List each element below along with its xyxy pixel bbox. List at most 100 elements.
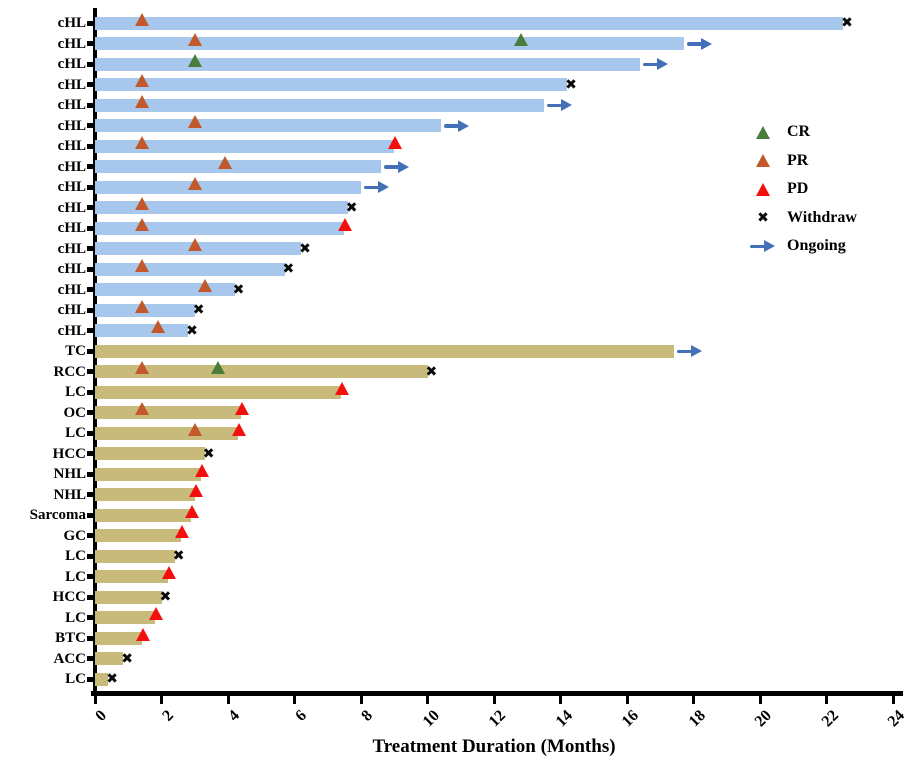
pr-marker-icon	[134, 258, 149, 272]
x-tick-label: 6	[291, 707, 310, 725]
category-label: HCC	[52, 589, 86, 605]
category-label: cHL	[57, 117, 86, 134]
swimmer-bar	[95, 283, 235, 296]
category-label: cHL	[57, 281, 86, 298]
y-tick	[87, 410, 93, 415]
x-tick	[492, 695, 496, 704]
y-tick	[87, 143, 93, 149]
withdraw-icon: ✖	[299, 240, 311, 257]
x-axis-line	[91, 691, 903, 696]
x-tick-label: 22	[818, 707, 842, 731]
y-tick	[87, 41, 93, 46]
legend-item-pd: PD	[748, 175, 857, 204]
y-tick	[87, 307, 93, 313]
swimmer-bar	[95, 180, 361, 194]
swimmer-bar	[95, 139, 395, 153]
category-label: LC	[65, 425, 86, 441]
swimmer-bar	[95, 201, 348, 214]
y-tick	[87, 164, 93, 169]
pd-triangle-icon	[748, 182, 778, 196]
ongoing-arrow-icon	[364, 181, 390, 193]
withdraw-icon: ✖	[172, 548, 185, 564]
legend-item-pr: PR	[748, 147, 857, 176]
x-tick	[93, 695, 97, 704]
swimmer-bar	[95, 406, 242, 419]
legend: CR PR PD ✖ Withdraw Ongoing	[748, 118, 857, 261]
pr-marker-icon	[217, 156, 232, 169]
y-tick	[87, 656, 93, 661]
pd-marker-icon	[188, 484, 203, 497]
pr-marker-icon	[187, 176, 202, 190]
pd-marker-icon	[162, 566, 177, 579]
category-label: HCC	[52, 445, 86, 462]
category-label: NHL	[53, 466, 86, 482]
y-tick	[87, 492, 93, 497]
category-label: cHL	[57, 179, 86, 195]
y-tick	[87, 574, 93, 579]
swimmer-bar	[95, 488, 195, 501]
y-tick	[87, 348, 93, 354]
pr-marker-icon	[187, 115, 202, 128]
y-tick	[87, 533, 93, 538]
pr-marker-icon	[187, 422, 202, 436]
swimmer-bar	[95, 508, 192, 522]
pr-marker-icon	[197, 279, 212, 292]
pd-marker-icon	[195, 463, 210, 477]
pr-marker-icon	[134, 402, 149, 415]
cr-marker-icon	[187, 53, 202, 67]
y-tick	[87, 102, 93, 108]
y-tick	[87, 328, 93, 333]
pr-marker-icon	[187, 238, 202, 251]
swimmer-bar	[95, 98, 544, 112]
withdraw-icon: ✖	[565, 76, 577, 93]
y-tick	[87, 635, 93, 641]
category-label: NHL	[53, 486, 86, 503]
ongoing-arrow-icon	[383, 160, 410, 173]
pr-marker-icon	[134, 361, 149, 374]
withdraw-icon: ✖	[192, 302, 205, 318]
y-tick	[87, 451, 93, 456]
ongoing-arrow-icon	[686, 37, 713, 50]
category-label: TC	[65, 343, 86, 359]
category-label: cHL	[57, 76, 86, 93]
category-label: Sarcoma	[29, 507, 86, 523]
category-label: cHL	[57, 56, 86, 72]
pr-marker-icon	[134, 12, 149, 26]
pr-marker-icon	[151, 320, 166, 333]
category-label: cHL	[57, 35, 86, 52]
withdraw-icon: ✖	[106, 671, 119, 687]
pr-marker-icon	[134, 135, 149, 149]
category-label: cHL	[57, 158, 86, 175]
legend-item-withdraw: ✖ Withdraw	[748, 204, 857, 233]
ongoing-arrow-icon	[676, 345, 703, 357]
swimmer-bar	[95, 16, 844, 30]
pd-marker-icon	[335, 381, 350, 395]
swimmer-bar	[95, 344, 674, 358]
category-label: RCC	[53, 363, 87, 380]
pr-marker-icon	[134, 217, 149, 231]
ongoing-arrow-icon	[443, 119, 470, 132]
pd-marker-icon	[388, 135, 403, 149]
x-tick-label: 18	[685, 707, 709, 731]
y-tick	[87, 430, 93, 436]
y-tick	[87, 369, 93, 374]
swimmer-bar	[95, 221, 345, 235]
swimmer-bar	[95, 467, 202, 481]
swimmer-bar	[95, 611, 155, 624]
category-label: ACC	[53, 650, 87, 667]
category-label: LC	[65, 548, 86, 564]
cr-marker-icon	[211, 361, 226, 374]
legend-label: Withdraw	[787, 208, 857, 226]
legend-label: PR	[787, 151, 809, 169]
category-label: cHL	[57, 240, 86, 257]
withdraw-icon: ✖	[232, 281, 245, 298]
y-tick	[87, 594, 93, 600]
arrow-icon	[748, 240, 778, 253]
y-tick	[87, 615, 93, 620]
category-label: LC	[65, 568, 86, 585]
y-tick	[87, 123, 93, 128]
category-label: cHL	[57, 15, 86, 31]
ongoing-arrow-icon	[643, 58, 669, 70]
category-label: LC	[65, 384, 86, 400]
swimmer-bar	[95, 672, 109, 686]
